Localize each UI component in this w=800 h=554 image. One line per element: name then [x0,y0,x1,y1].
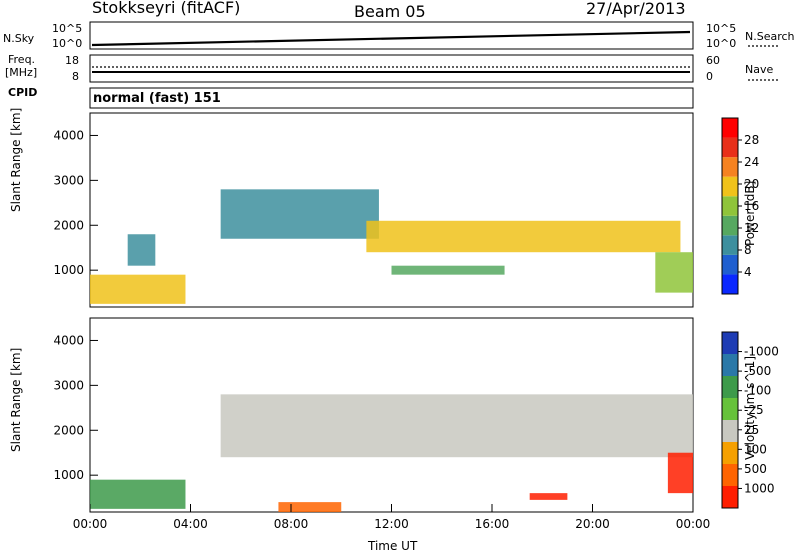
ytick-label: 2000 [53,218,84,232]
colorbar-swatch [722,420,738,442]
noise-tick-low-right: 10^0 [706,37,737,50]
colorbar-swatch [722,486,738,508]
colorbar-swatch [722,354,738,376]
freq-label: Freq. [8,53,36,66]
echo-region-4 [529,493,568,500]
velocity-panel: 1000 2000 3000 4000 00:00 04:00 08:00 12:00 16:0… [53,317,779,531]
colorbar-tick-label: -100 [744,384,771,398]
noise-panel-frame [89,21,694,50]
xtick-label: 00:00 [73,517,108,531]
noise-tick-high-right: 10^5 [706,22,737,35]
noise-trace [91,30,691,47]
echo-region-3 [220,189,379,239]
freq-unit-label: [MHz] [5,66,38,79]
noise-sky-label: N.Sky [3,32,35,45]
ytick-label: 1000 [53,468,84,482]
colorbar-tick-label: 12 [744,221,759,235]
cpid-panel-frame [89,87,694,109]
power-panel: 1000 2000 3000 4000 4 8 12 16 20 24 28 [53,112,759,308]
colorbar-frame [721,331,739,509]
freq-panel-frame [89,54,694,83]
colorbar-swatch [722,215,738,236]
beam-label: Beam 05 [354,2,426,21]
freq-tick-18: 18 [65,54,79,67]
xtick-label: 08:00 [274,517,309,531]
echo-region-4 [366,220,681,253]
colorbar-swatch [722,235,738,255]
freq-tick-8: 8 [72,70,79,83]
cpid-label: CPID [8,86,38,99]
ytick-label: 4000 [53,128,84,142]
date-label: 27/Apr/2013 [586,0,686,18]
ytick-label: 2000 [53,423,84,437]
echo-region-2 [127,234,156,266]
colorbar-tick-label: 8 [744,243,752,257]
station-title: Stokkseyri (fitACF) [92,0,241,17]
ytick-label: 1000 [53,263,84,277]
xtick-label: 12:00 [374,517,409,531]
echo-region-6 [655,252,693,293]
colorbar-swatch [722,376,738,398]
xtick-label: 20:00 [575,517,610,531]
colorbar-swatch [722,464,738,486]
colorbar-swatch [722,137,738,158]
colorbar-tick-label: 25 [744,423,759,437]
xtick-label: 16:00 [475,517,510,531]
echo-region-5 [667,452,693,494]
colorbar-swatch [722,157,738,177]
velocity-colorbar-label: Velocity [m s^-1] [743,355,757,460]
nave-tick-60: 60 [706,54,720,67]
colorbar-tick-label: 500 [744,462,767,476]
xtick-label: 00:00 [676,517,711,531]
power-colorbar-label: Power [dB] [743,180,757,246]
colorbar-tick-label: -1000 [744,345,779,359]
ytick-label: 4000 [53,333,84,347]
colorbar-swatch [722,442,738,464]
noise-search-label: N.Search [745,30,795,43]
colorbar-tick-label: 100 [744,442,767,456]
ytick-label: 3000 [53,378,84,392]
echo-region-1 [90,479,186,509]
colorbar-swatch [722,254,738,275]
power-ylabel: Slant Range [km] [9,107,23,212]
colorbar-tick-label: 4 [744,265,752,279]
colorbar-tick-label: 28 [744,133,759,147]
colorbar-tick-label: 16 [744,199,759,213]
time-xlabel: Time UT [368,539,418,553]
colorbar-swatch [722,118,738,138]
noise-tick-high-left: 10^5 [52,22,83,35]
echo-region-1 [90,274,186,304]
velocity-ylabel: Slant Range [km] [9,347,23,452]
colorbar-tick-label: -25 [744,403,764,417]
echo-region-2 [220,394,693,458]
colorbar-swatch [722,196,738,216]
colorbar-swatch [722,398,738,420]
nave-label: Nave [745,63,774,76]
echo-region-3 [278,502,342,512]
colorbar-tick-label: 20 [744,177,759,191]
cpid-text: normal (fast) 151 [93,91,221,106]
colorbar-swatch [722,332,738,354]
nave-tick-0: 0 [706,70,713,83]
colorbar-swatch [722,176,738,197]
xtick-label: 04:00 [173,517,208,531]
colorbar-swatch [722,274,738,294]
noise-tick-low-left: 10^0 [52,37,83,50]
ytick-label: 3000 [53,173,84,187]
colorbar-tick-label: 1000 [744,481,775,495]
echo-region-5 [391,265,505,275]
colorbar-tick-label: -500 [744,364,771,378]
colorbar-tick-label: 24 [744,155,759,169]
